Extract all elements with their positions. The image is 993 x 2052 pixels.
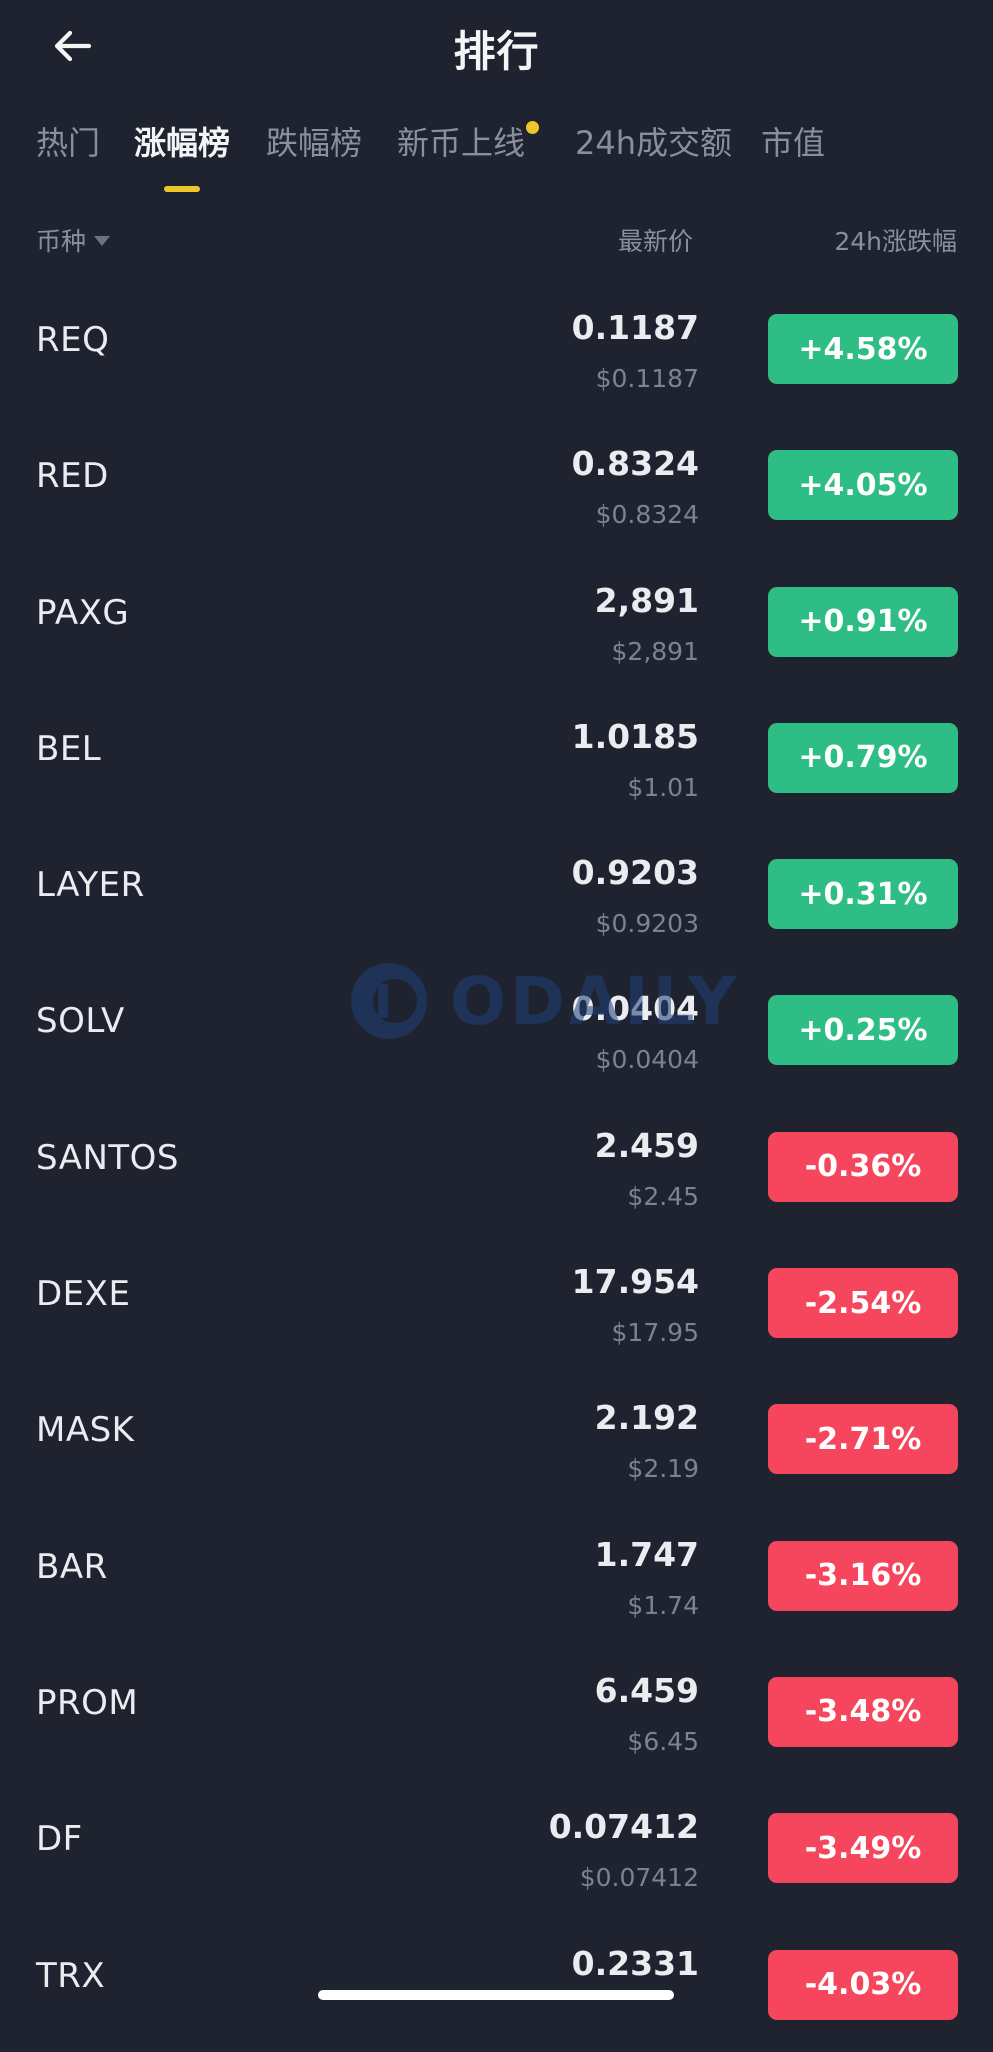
table-row[interactable]: DF 0.07412 $0.07412 -3.49% (0, 1779, 993, 1915)
table-row[interactable]: RED 0.8324 $0.8324 +4.05% (0, 416, 993, 552)
change-badge[interactable]: +4.58% (768, 314, 958, 384)
page-title: 排行 (453, 27, 540, 76)
tab-bar: 热门 涨幅榜 跌幅榜 新币上线 24h成交额 市值 (0, 118, 993, 198)
tab-new-listings[interactable]: 新币上线 (397, 124, 526, 162)
change-badge[interactable]: +0.79% (768, 722, 958, 793)
last-price: 0.0404 (571, 989, 699, 1029)
table-row[interactable]: TRX 0.2331 -4.03% (0, 1916, 993, 2052)
fiat-price: $1.74 (627, 1590, 699, 1620)
coin-symbol: PROM (36, 1682, 139, 1723)
last-price: 2,891 (594, 580, 699, 620)
change-badge[interactable]: +0.25% (768, 995, 958, 1066)
last-price: 1.0185 (571, 716, 699, 756)
fiat-price: $2.45 (627, 1181, 699, 1211)
fiat-price: $1.01 (627, 772, 699, 802)
change-column-label: 24h涨跌幅 (834, 227, 957, 256)
fiat-price: $0.1187 (595, 364, 699, 393)
coin-symbol: BAR (36, 1546, 108, 1587)
home-indicator (318, 1990, 674, 2000)
fiat-price: $0.0404 (595, 1045, 699, 1075)
tab-gainers[interactable]: 涨幅榜 (134, 124, 231, 162)
coin-symbol: RED (36, 456, 109, 497)
coin-symbol: DEXE (36, 1274, 131, 1315)
active-tab-indicator (164, 186, 200, 192)
arrow-left-icon (54, 30, 92, 62)
header: 排行 (0, 0, 993, 96)
table-row[interactable]: BAR 1.747 $1.74 -3.16% (0, 1507, 993, 1643)
coin-symbol: DF (36, 1819, 83, 1860)
change-badge[interactable]: -4.03% (768, 1949, 958, 2020)
table-row[interactable]: REQ 0.1187 $0.1187 +4.58% (0, 280, 993, 416)
fiat-price: $6.45 (627, 1726, 699, 1756)
fiat-price: $0.8324 (595, 500, 699, 530)
tab-hot[interactable]: 热门 (36, 124, 101, 162)
fiat-price: $17.95 (611, 1318, 699, 1348)
table-row[interactable]: PROM 6.459 $6.45 -3.48% (0, 1643, 993, 1779)
fiat-price: $2.19 (627, 1454, 699, 1484)
last-price: 1.747 (594, 1534, 699, 1574)
table-row[interactable]: SANTOS 2.459 $2.45 -0.36% (0, 1098, 993, 1234)
coin-symbol: SOLV (36, 1001, 125, 1042)
coin-symbol: MASK (36, 1410, 135, 1451)
new-dot-badge (526, 121, 539, 134)
back-button[interactable] (44, 18, 100, 74)
coin-column-sort[interactable]: 币种 (36, 222, 111, 258)
tab-market-cap[interactable]: 市值 (761, 124, 826, 162)
fiat-price: $2,891 (611, 636, 699, 666)
last-price: 0.2331 (571, 1943, 699, 1983)
table-row[interactable]: BEL 1.0185 $1.01 +0.79% (0, 689, 993, 825)
change-badge[interactable]: -3.49% (768, 1813, 958, 1884)
change-badge[interactable]: +4.05% (768, 450, 958, 521)
tab-losers[interactable]: 跌幅榜 (266, 124, 363, 162)
coin-symbol: SANTOS (36, 1137, 180, 1178)
last-price: 17.954 (571, 1262, 699, 1302)
table-row[interactable]: LAYER 0.9203 $0.9203 +0.31% (0, 825, 993, 961)
change-badge[interactable]: -2.71% (768, 1404, 958, 1475)
caret-down-icon (94, 236, 111, 246)
change-badge[interactable]: -0.36% (768, 1131, 958, 1202)
fiat-price: $0.9203 (595, 909, 699, 939)
last-price: 2.459 (594, 1125, 699, 1165)
last-price: 0.1187 (571, 308, 699, 347)
change-badge[interactable]: +0.91% (768, 586, 958, 657)
coin-column-label: 币种 (36, 227, 87, 256)
change-badge[interactable]: +0.31% (768, 859, 958, 930)
change-badge[interactable]: -3.16% (768, 1540, 958, 1611)
change-badge[interactable]: -3.48% (768, 1676, 958, 1747)
coin-symbol: PAXG (36, 592, 130, 633)
tab-24h-volume[interactable]: 24h成交额 (575, 124, 733, 162)
price-column-label: 最新价 (617, 227, 693, 256)
last-price: 2.192 (594, 1398, 699, 1438)
change-badge[interactable]: -2.54% (768, 1268, 958, 1339)
coin-symbol: TRX (36, 1955, 106, 1996)
coin-symbol: REQ (36, 320, 110, 360)
table-row[interactable]: SOLV 0.0404 $0.0404 +0.25% (0, 961, 993, 1097)
last-price: 6.459 (594, 1670, 699, 1710)
coin-symbol: LAYER (36, 865, 145, 906)
table-row[interactable]: PAXG 2,891 $2,891 +0.91% (0, 553, 993, 689)
coin-symbol: BEL (36, 728, 102, 769)
table-row[interactable]: DEXE 17.954 $17.95 -2.54% (0, 1234, 993, 1370)
column-headers: 币种 最新价 24h涨跌幅 (0, 222, 993, 266)
table-row[interactable]: MASK 2.192 $2.19 -2.71% (0, 1370, 993, 1506)
last-price: 0.9203 (571, 853, 699, 893)
fiat-price: $0.07412 (579, 1863, 699, 1893)
ranking-list: REQ 0.1187 $0.1187 +4.58% RED 0.8324 $0.… (0, 280, 993, 2052)
last-price: 0.8324 (571, 444, 699, 484)
last-price: 0.07412 (548, 1807, 699, 1847)
